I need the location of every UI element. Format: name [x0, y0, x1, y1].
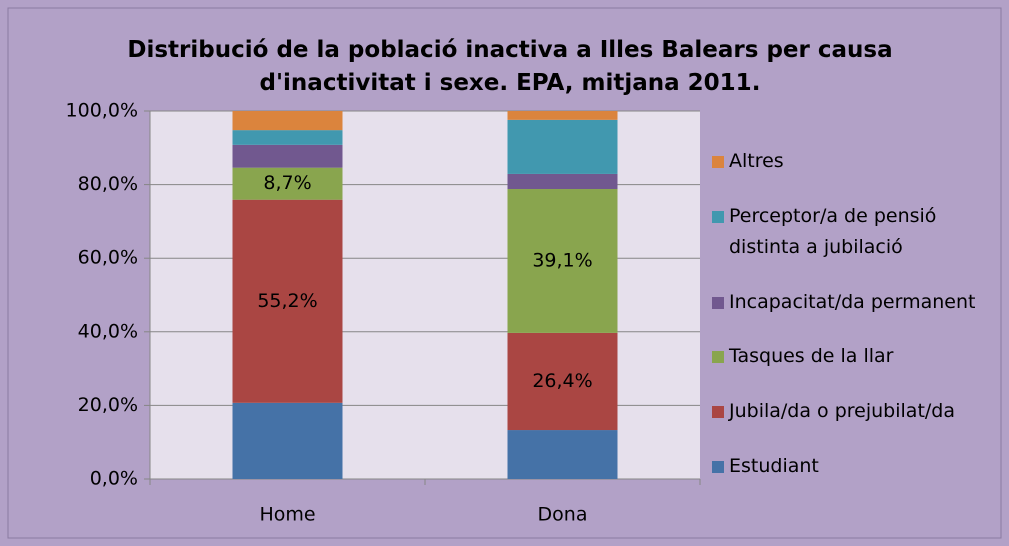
legend-label: Estudiant: [729, 454, 819, 477]
legend-entry: Incapacitat/da permanent: [712, 287, 1009, 318]
legend-swatch: [712, 460, 724, 473]
data-label: 26,4%: [532, 370, 592, 392]
bar-segment: [507, 111, 618, 120]
legend-swatch: [712, 210, 724, 223]
bar-segment: [232, 402, 343, 479]
bar-segment: [232, 144, 343, 168]
bar-segment: [232, 167, 343, 200]
y-tick-label: 80,0%: [78, 173, 138, 195]
bar-segment: [507, 430, 618, 479]
y-tick-label: 40,0%: [78, 320, 138, 342]
y-tick-label: 0,0%: [90, 468, 138, 490]
bar-segment: [232, 199, 343, 403]
legend-label: Jubila/da o prejubilat/da: [729, 400, 955, 423]
y-tick-label: 60,0%: [78, 247, 138, 269]
y-tick-label: 20,0%: [78, 394, 138, 416]
legend-swatch: [712, 406, 724, 419]
legend-label: Altres: [729, 150, 784, 172]
legend-entry: Jubila/da o prejubilat/da: [712, 396, 1009, 427]
y-tick-label: 100,0%: [66, 100, 138, 122]
legend-label: Perceptor/a de pensió distinta a jubilac…: [729, 204, 937, 258]
legend-entry: Altres: [712, 146, 1009, 177]
legend-swatch: [712, 296, 724, 309]
bar-segment: [507, 119, 618, 174]
data-label: 8,7%: [263, 172, 311, 194]
x-tick-label: Home: [259, 504, 315, 526]
legend-label: Tasques de la llar: [729, 345, 894, 368]
bar-segment: [507, 173, 618, 190]
legend: Altres Perceptor/a de pensió distinta a j…: [712, 146, 1009, 482]
bar-segment: [507, 189, 618, 333]
legend-entry: Tasques de la llar: [712, 341, 1009, 372]
data-label: 39,1%: [532, 249, 592, 271]
legend-entry: Estudiant: [712, 451, 1009, 482]
bar-segment: [507, 332, 618, 431]
bar-segment: [232, 130, 343, 145]
data-label: 55,2%: [257, 290, 317, 312]
chart-border: [7, 7, 1002, 539]
x-tick-label: Dona: [538, 504, 588, 526]
bar-segment: [232, 111, 343, 131]
legend-label: Incapacitat/da permanent: [729, 290, 976, 313]
legend-entry: Perceptor/a de pensió distinta a jubilac…: [712, 201, 1009, 263]
chart-title: Distribució de la població inactiva a Il…: [127, 37, 893, 96]
legend-swatch: [712, 351, 724, 364]
legend-swatch: [712, 156, 724, 168]
